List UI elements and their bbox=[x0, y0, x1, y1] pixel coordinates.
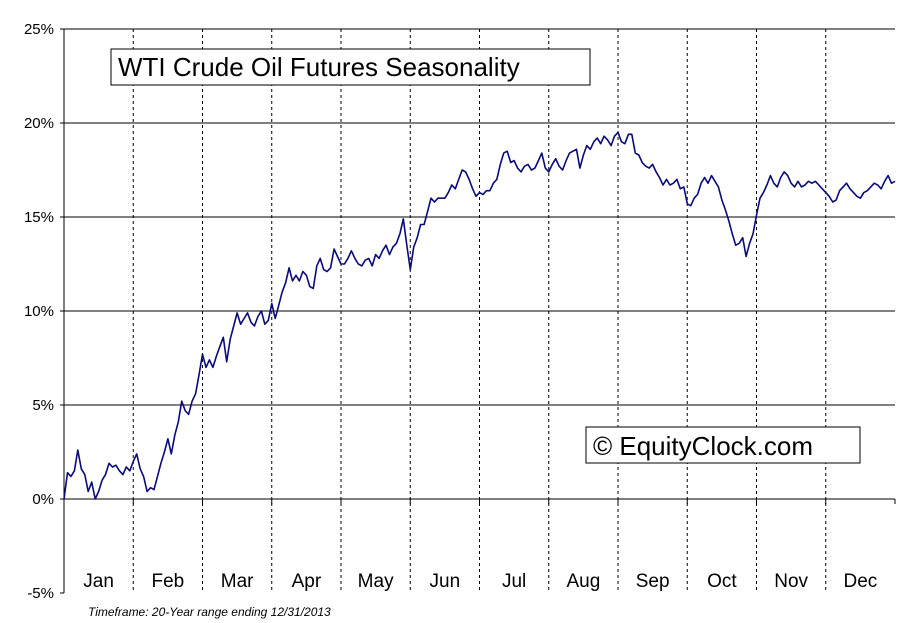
y-tick-label: 5% bbox=[32, 397, 54, 414]
chart-title: WTI Crude Oil Futures Seasonality bbox=[118, 52, 520, 82]
series-layer bbox=[63, 131, 896, 500]
x-tick-label-jun: Jun bbox=[430, 571, 461, 592]
x-tick-label-aug: Aug bbox=[566, 571, 600, 592]
x-tick-label-mar: Mar bbox=[221, 571, 254, 592]
x-tick-label-feb: Feb bbox=[152, 571, 185, 592]
y-axis-ticks: 25% 20% 15% 10% 5% 0% -5% bbox=[24, 21, 64, 602]
chart-title-box: WTI Crude Oil Futures Seasonality bbox=[110, 48, 591, 86]
series-line-0 bbox=[63, 131, 896, 500]
watermark-box: © EquityClock.com bbox=[585, 426, 861, 464]
x-tick-label-nov: Nov bbox=[774, 571, 808, 592]
x-tick-label-dec: Dec bbox=[843, 571, 877, 592]
x-tick-label-may: May bbox=[358, 571, 394, 592]
x-tick-label-apr: Apr bbox=[292, 571, 322, 592]
x-axis-ticks: Jan Feb Mar Apr May Jun Jul Aug Sep Oct Nov Dec bbox=[63, 499, 896, 592]
footnote: Timeframe: 20-Year range ending 12/31/20… bbox=[88, 605, 331, 619]
y-tick-label: 10% bbox=[24, 303, 54, 320]
y-tick-label: 15% bbox=[24, 209, 54, 226]
x-tick-label-jan: Jan bbox=[83, 571, 114, 592]
watermark: © EquityClock.com bbox=[593, 431, 813, 461]
x-tick-label-sep: Sep bbox=[636, 571, 670, 592]
x-tick-label-jul: Jul bbox=[502, 571, 526, 592]
y-tick-label: 20% bbox=[24, 115, 54, 132]
y-tick-label: 25% bbox=[24, 21, 54, 38]
y-tick-label: -5% bbox=[27, 585, 54, 602]
y-tick-label: 0% bbox=[32, 491, 54, 508]
x-tick-label-oct: Oct bbox=[707, 571, 737, 592]
